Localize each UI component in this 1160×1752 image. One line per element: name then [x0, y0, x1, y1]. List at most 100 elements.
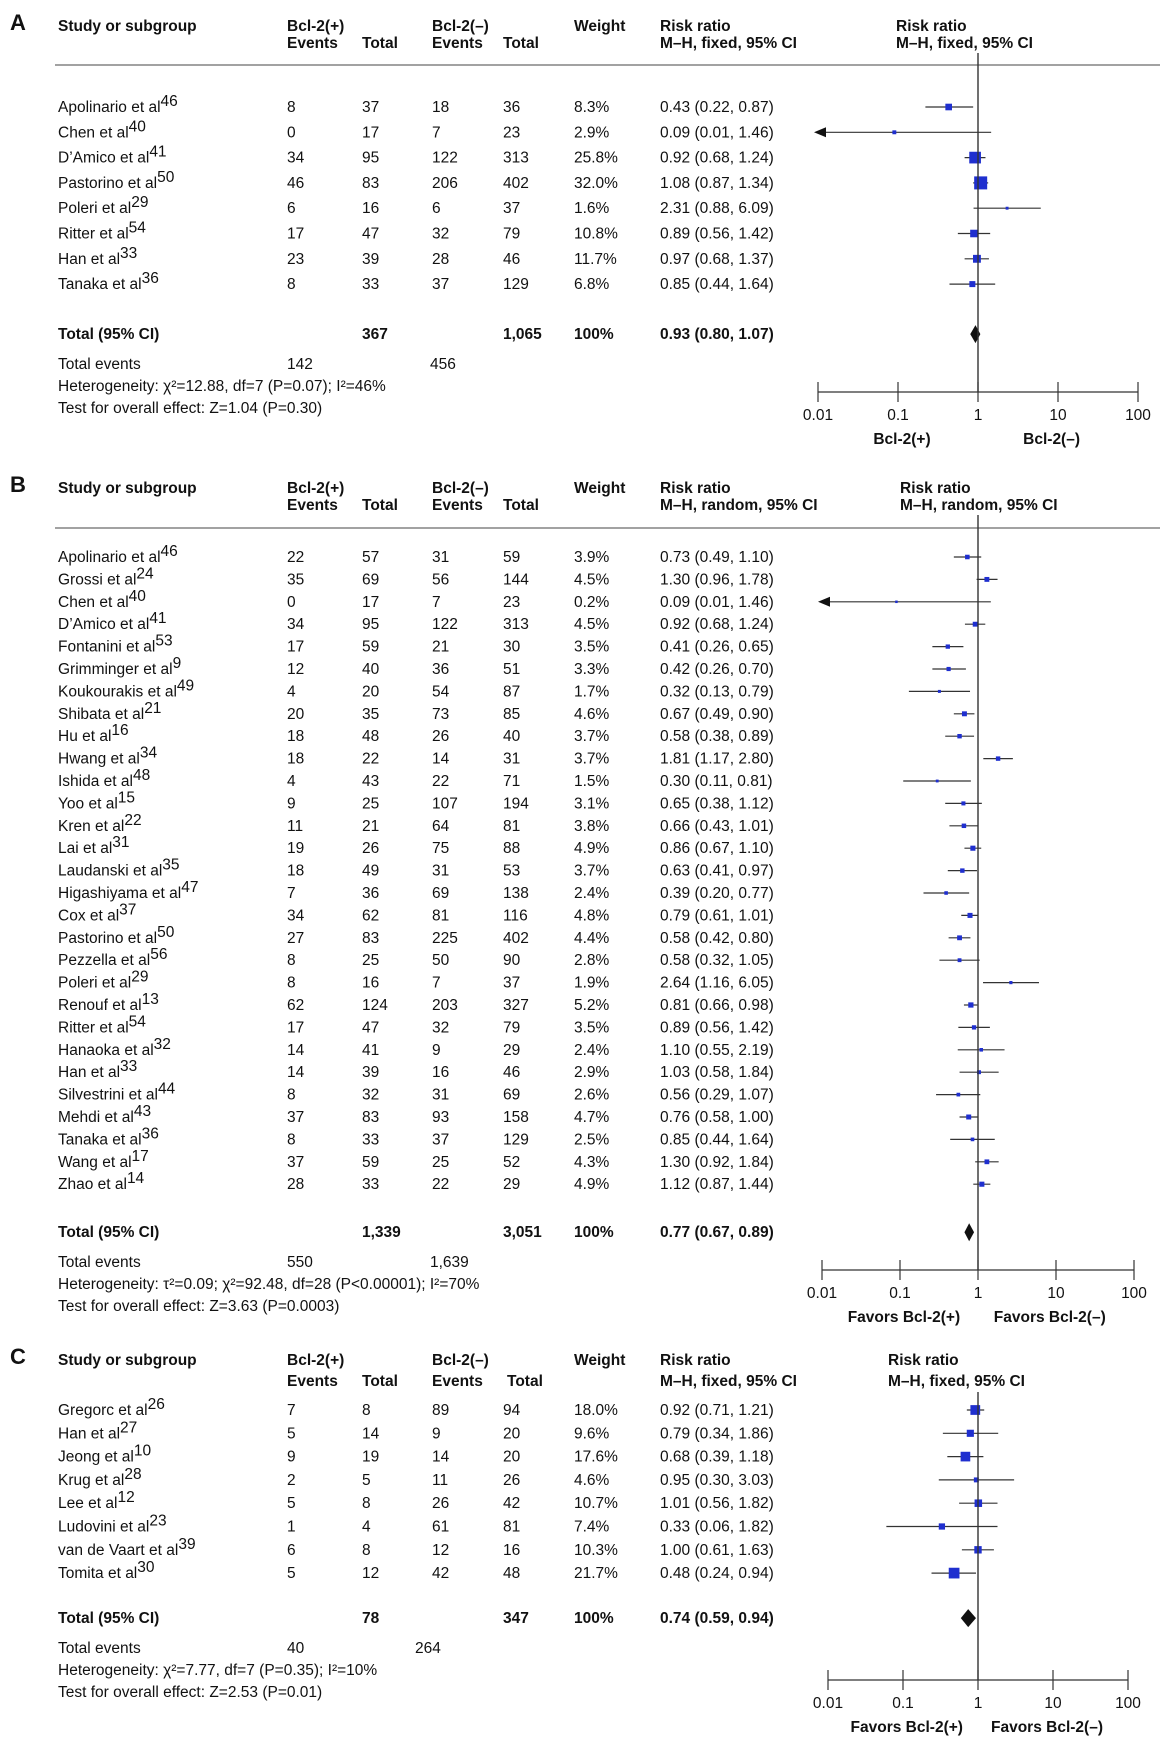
study-name: Han et al27 — [58, 1419, 137, 1442]
risk-ratio-ci: 0.58 (0.38, 0.89) — [660, 728, 774, 745]
total-bcl2-pos: 4 — [362, 1519, 371, 1536]
weight-value: 3.5% — [574, 1019, 610, 1036]
events-bcl2-neg: 7 — [432, 124, 441, 141]
effect-marker — [957, 958, 962, 963]
study-reference: 41 — [149, 610, 166, 627]
risk-ratio-ci: 1.81 (1.17, 2.80) — [660, 751, 774, 768]
weight-value: 3.7% — [574, 863, 610, 880]
header-group1: Bcl-2(+) — [287, 18, 344, 35]
risk-ratio-ci: 0.79 (0.34, 1.86) — [660, 1425, 774, 1442]
events-bcl2-neg: 61 — [432, 1519, 449, 1536]
total-bcl2-neg: 194 — [503, 795, 529, 812]
study-name: Shibata et al21 — [58, 700, 161, 723]
header-weight: Weight — [574, 18, 625, 35]
total-events-row: Total events 142 456 — [58, 356, 456, 373]
weight-value: 10.7% — [574, 1495, 618, 1512]
study-reference: 13 — [142, 991, 159, 1008]
total-bcl2-neg: 31 — [503, 751, 520, 768]
events-bcl2-neg: 31 — [432, 549, 449, 566]
events-bcl2-pos: 5 — [287, 1425, 296, 1442]
total-bcl2-pos: 17 — [362, 124, 379, 141]
events-bcl2-pos: 34 — [287, 616, 305, 633]
weight-value: 1.9% — [574, 975, 610, 992]
effect-marker — [938, 1523, 946, 1530]
weight-value: 10.3% — [574, 1542, 618, 1559]
risk-ratio-ci: 0.42 (0.26, 0.70) — [660, 661, 774, 678]
events-bcl2-pos: 0 — [287, 124, 296, 141]
study-reference: 30 — [137, 1559, 155, 1576]
total-bcl2-pos: 21 — [362, 818, 379, 835]
pooled-diamond — [964, 1223, 975, 1242]
study-reference: 44 — [158, 1081, 176, 1098]
events-bcl2-neg: 32 — [432, 226, 449, 243]
weight-value: 3.7% — [574, 728, 610, 745]
events-bcl2-neg: 18 — [432, 99, 449, 116]
weight-value: 2.8% — [574, 952, 610, 969]
total-events-row: Total events 550 1,639 — [58, 1254, 469, 1271]
study-row: Grimminger et al9 12 40 36 51 3.3% 0.42 (0.26,… — [58, 655, 966, 678]
axis-favors-right: Favors Bcl-2(–) — [994, 1309, 1106, 1326]
total-bcl2-neg: 313 — [503, 150, 529, 167]
total-bcl2-neg: 85 — [503, 706, 520, 723]
study-row: Laudanski et al35 18 49 31 53 3.7% 0.63 (0.41,… — [58, 857, 977, 880]
total-bcl2-neg: 79 — [503, 226, 520, 243]
events-bcl2-neg: 21 — [432, 639, 449, 656]
events-bcl2-pos: 9 — [287, 1449, 296, 1466]
total-bcl2-pos: 95 — [362, 150, 379, 167]
weight-value: 2.5% — [574, 1131, 610, 1148]
events-bcl2-neg: 73 — [432, 706, 449, 723]
weight-value: 3.3% — [574, 661, 610, 678]
total-events-bcl2-neg: 456 — [430, 356, 456, 373]
events-bcl2-pos: 1 — [287, 1519, 296, 1536]
heterogeneity-stats: Heterogeneity: χ²=7.77, df=7 (P=0.35); I… — [58, 1662, 377, 1679]
study-name: Ludovini et al23 — [58, 1513, 167, 1536]
header-study: Study or subgroup — [58, 18, 197, 35]
study-reference: 54 — [129, 220, 147, 237]
overall-effect-test: Test for overall effect: Z=3.63 (P=0.000… — [58, 1298, 339, 1315]
events-bcl2-pos: 2 — [287, 1472, 296, 1489]
events-bcl2-neg: 64 — [432, 818, 450, 835]
risk-ratio-ci: 1.00 (0.61, 1.63) — [660, 1542, 774, 1559]
header-events: Events — [432, 497, 483, 514]
effect-marker — [966, 1429, 974, 1437]
total-bcl2-neg: 20 — [503, 1425, 521, 1442]
study-row: D’Amico et al41 34 95 122 313 25.8% 0.92 (0.68… — [58, 144, 986, 167]
total-bcl2-neg: 23 — [503, 594, 520, 611]
header-risk-ratio: Risk ratio — [660, 480, 731, 497]
effect-marker — [984, 1159, 990, 1165]
weight-value: 4.6% — [574, 1472, 610, 1489]
risk-ratio-ci: 0.48 (0.24, 0.94) — [660, 1565, 774, 1582]
risk-ratio-ci: 1.30 (0.96, 1.78) — [660, 571, 774, 588]
weight-value: 4.5% — [574, 616, 610, 633]
header-method-plot: M–H, fixed, 95% CI — [888, 1373, 1025, 1390]
axis-favors-left: Favors Bcl-2(+) — [848, 1309, 960, 1326]
events-bcl2-pos: 27 — [287, 930, 304, 947]
header-total: Total — [362, 1373, 398, 1390]
tick-label: 10 — [1047, 1285, 1065, 1302]
study-name: Pastorino et al50 — [58, 924, 175, 947]
total-bcl2-neg: 87 — [503, 683, 520, 700]
study-reference: 32 — [154, 1036, 171, 1053]
overall-effect-test: Test for overall effect: Z=1.04 (P=0.30) — [58, 400, 322, 417]
risk-ratio-ci: 1.10 (0.55, 2.19) — [660, 1042, 774, 1059]
study-reference: 46 — [161, 543, 178, 560]
total-bcl2-neg: 79 — [503, 1019, 520, 1036]
total-bcl2-neg: 29 — [503, 1176, 520, 1193]
header-method-plot: M–H, random, 95% CI — [900, 497, 1058, 514]
effect-marker — [961, 801, 966, 806]
effect-marker — [966, 1114, 972, 1120]
risk-ratio-ci: 0.92 (0.68, 1.24) — [660, 616, 774, 633]
risk-ratio-ci: 0.97 (0.68, 1.37) — [660, 251, 774, 268]
header-total: Total — [503, 35, 539, 52]
study-name: Koukourakis et al49 — [58, 677, 194, 700]
panel-label: B — [10, 472, 26, 497]
study-name: Apolinario et al46 — [58, 543, 178, 566]
total-bcl2-neg: 94 — [503, 1402, 521, 1419]
events-bcl2-neg: 12 — [432, 1542, 449, 1559]
total-bcl2-neg: 51 — [503, 661, 520, 678]
events-bcl2-pos: 6 — [287, 1542, 296, 1559]
events-bcl2-pos: 5 — [287, 1495, 296, 1512]
events-bcl2-neg: 26 — [432, 728, 449, 745]
total-risk-ratio-ci: 0.93 (0.80, 1.07) — [660, 326, 774, 343]
effect-marker — [971, 1025, 977, 1030]
